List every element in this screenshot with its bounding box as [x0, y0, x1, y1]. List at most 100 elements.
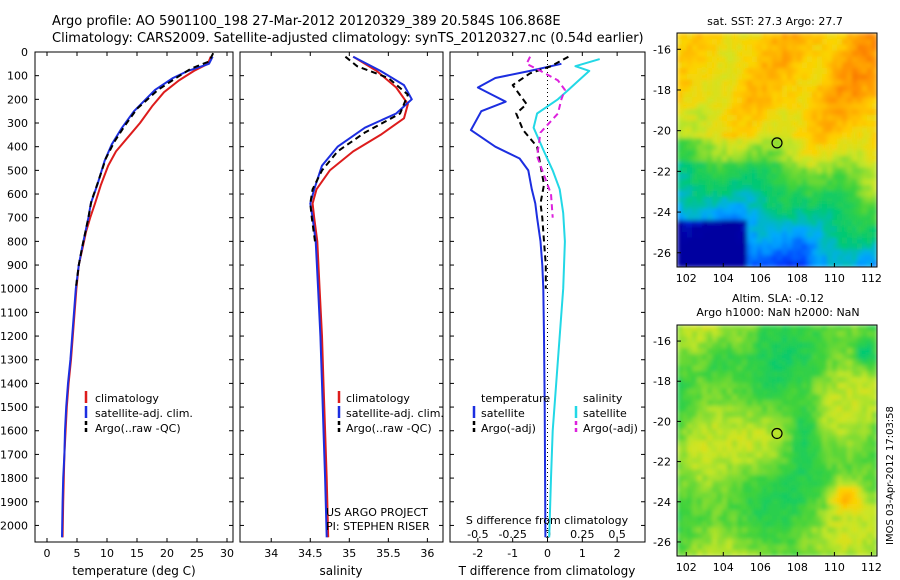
- temperature-legend: climatology satellite-adj. clim. Argo(..…: [84, 391, 193, 435]
- map-x-tick-label: 104: [713, 561, 734, 574]
- header-line-1: Argo profile: AO 5901100_198 27-Mar-2012…: [52, 14, 561, 29]
- argo-float-marker: [771, 427, 783, 440]
- depth-tick-label: 1600: [0, 425, 28, 438]
- legend-label-s-satellite: satellite: [583, 407, 627, 420]
- map-y-tick-label: -26: [653, 247, 671, 260]
- series-line-t-argo-adj-: [511, 55, 569, 289]
- depth-tick-label: 900: [7, 259, 28, 272]
- x-tick-label: 35: [342, 547, 356, 560]
- x-tick-label: -1: [507, 547, 518, 560]
- map-x-tick-label: 112: [861, 561, 882, 574]
- x-tick-label: 34.5: [298, 547, 323, 560]
- legend-label-t-satellite: satellite: [481, 407, 525, 420]
- map-x-tick-label: 110: [824, 561, 845, 574]
- salinity-legend: climatology satellite-adj. clim. Argo(..…: [337, 391, 444, 435]
- depth-tick-label: 700: [7, 212, 28, 225]
- series-line-argo-raw-qc-: [74, 52, 215, 289]
- map-x-tick-label: 102: [676, 272, 697, 285]
- series-line-t-satellite: [469, 62, 562, 538]
- map-y-tick-label: -24: [653, 206, 671, 219]
- s-tick-label: -0.25: [498, 528, 526, 541]
- depth-tick-label: 0: [21, 46, 28, 59]
- depth-tick-label: 500: [7, 164, 28, 177]
- map-heatmap-cells: [677, 325, 877, 556]
- depth-tick-label: 1000: [0, 283, 28, 296]
- argo-float-marker: [771, 137, 783, 149]
- sla-map: 102 104 106 108 110 112 -16 -18 -20 -22 -24 -26: [653, 324, 882, 574]
- x-tick-label: 1: [579, 547, 586, 560]
- temperature-xlabel: temperature (deg C): [72, 564, 195, 578]
- salinity-xlabel: salinity: [319, 564, 362, 578]
- legend-label-argo: Argo(..raw -QC): [95, 422, 181, 435]
- s-tick-label: 0: [544, 528, 551, 541]
- x-tick-label: -2: [472, 547, 483, 560]
- sla-map-subtitle: Argo h1000: NaN h2000: NaN: [696, 306, 859, 319]
- map-y-tick-label: -18: [653, 375, 671, 388]
- project-credit: US ARGO PROJECT: [326, 506, 428, 519]
- salinity-plot: 34 34.5 35 35.5 36: [264, 52, 434, 560]
- depth-tick-label: 1500: [0, 401, 28, 414]
- x-tick-label: 36: [420, 547, 434, 560]
- map-y-tick-label: -20: [653, 125, 671, 138]
- sst-map-title: sat. SST: 27.3 Argo: 27.7: [707, 15, 843, 28]
- depth-tick-label: 2000: [0, 519, 28, 532]
- legend-label-climatology: climatology: [95, 392, 159, 405]
- map-x-tick-label: 106: [750, 272, 771, 285]
- sla-map-title: Altim. SLA: -0.12: [732, 292, 824, 305]
- x-tick-label: 5: [74, 547, 81, 560]
- difference-top-label: S difference from climatology: [466, 514, 629, 527]
- map-y-tick-label: -24: [653, 496, 671, 509]
- difference-legend-salinity: salinity satellite Argo(-adj): [574, 392, 638, 435]
- depth-tick-label: 1800: [0, 472, 28, 485]
- map-y-tick-label: -20: [653, 415, 671, 428]
- depth-tick-label: 1100: [0, 306, 28, 319]
- map-frame: [676, 324, 878, 557]
- depth-tick-label: 800: [7, 235, 28, 248]
- map-x-tick-label: 108: [787, 272, 808, 285]
- depth-tick-label: 100: [7, 70, 28, 83]
- legend-label-s-argo: Argo(-adj): [583, 422, 638, 435]
- depth-tick-label: 1900: [0, 496, 28, 509]
- map-heatmap-cells: [677, 33, 877, 267]
- map-x-tick-label: 112: [861, 272, 882, 285]
- map-x-tick-label: 110: [824, 272, 845, 285]
- x-tick-label: 10: [100, 547, 114, 560]
- map-x-tick-label: 102: [676, 561, 697, 574]
- x-tick-label: 20: [160, 547, 174, 560]
- depth-tick-label: 600: [7, 188, 28, 201]
- x-tick-label: 25: [190, 547, 204, 560]
- x-tick-label: 35.5: [376, 547, 401, 560]
- depth-tick-label: 300: [7, 117, 28, 130]
- depth-tick-label: 1200: [0, 330, 28, 343]
- depth-tick-label: 200: [7, 93, 28, 106]
- legend-label-satellite: satellite-adj. clim.: [95, 407, 193, 420]
- map-y-tick-label: -16: [653, 43, 671, 56]
- series-line-argo-raw-qc-: [309, 55, 409, 242]
- map-y-tick-label: -22: [653, 456, 671, 469]
- x-tick-label: 0: [44, 547, 51, 560]
- x-tick-label: 15: [130, 547, 144, 560]
- map-y-tick-label: -16: [653, 335, 671, 348]
- x-tick-label: 2: [614, 547, 621, 560]
- legend-label-climatology: climatology: [346, 392, 410, 405]
- map-x-tick-label: 108: [787, 561, 808, 574]
- map-x-tick-label: 106: [750, 561, 771, 574]
- difference-plot: -2 -1 0 1 2 -0.5 -0.25 0 0.25 0.5: [467, 52, 626, 560]
- map-frame: [676, 32, 878, 268]
- legend-label-argo: Argo(..raw -QC): [346, 422, 432, 435]
- header-line-2: Climatology: CARS2009. Satellite-adjuste…: [52, 31, 644, 46]
- depth-tick-label: 400: [7, 141, 28, 154]
- depth-tick-label: 1300: [0, 354, 28, 367]
- series-line-satellite-adj-clim-: [61, 56, 214, 538]
- temperature-plot-frame: [34, 51, 234, 543]
- legend-label-t-argo: Argo(-adj): [481, 422, 536, 435]
- pi-credit: PI: STEPHEN RISER: [326, 520, 430, 533]
- legend-title-salinity: salinity: [583, 392, 623, 405]
- legend-label-satellite: satellite-adj. clim.: [346, 407, 444, 420]
- imos-watermark: IMOS 03-Apr-2012 17:03:58: [885, 406, 896, 545]
- difference-legend-temperature: temperature satellite Argo(-adj): [472, 392, 550, 435]
- legend-title-temperature: temperature: [481, 392, 550, 405]
- series-line-s-satellite: [532, 58, 600, 538]
- map-y-tick-label: -22: [653, 165, 671, 178]
